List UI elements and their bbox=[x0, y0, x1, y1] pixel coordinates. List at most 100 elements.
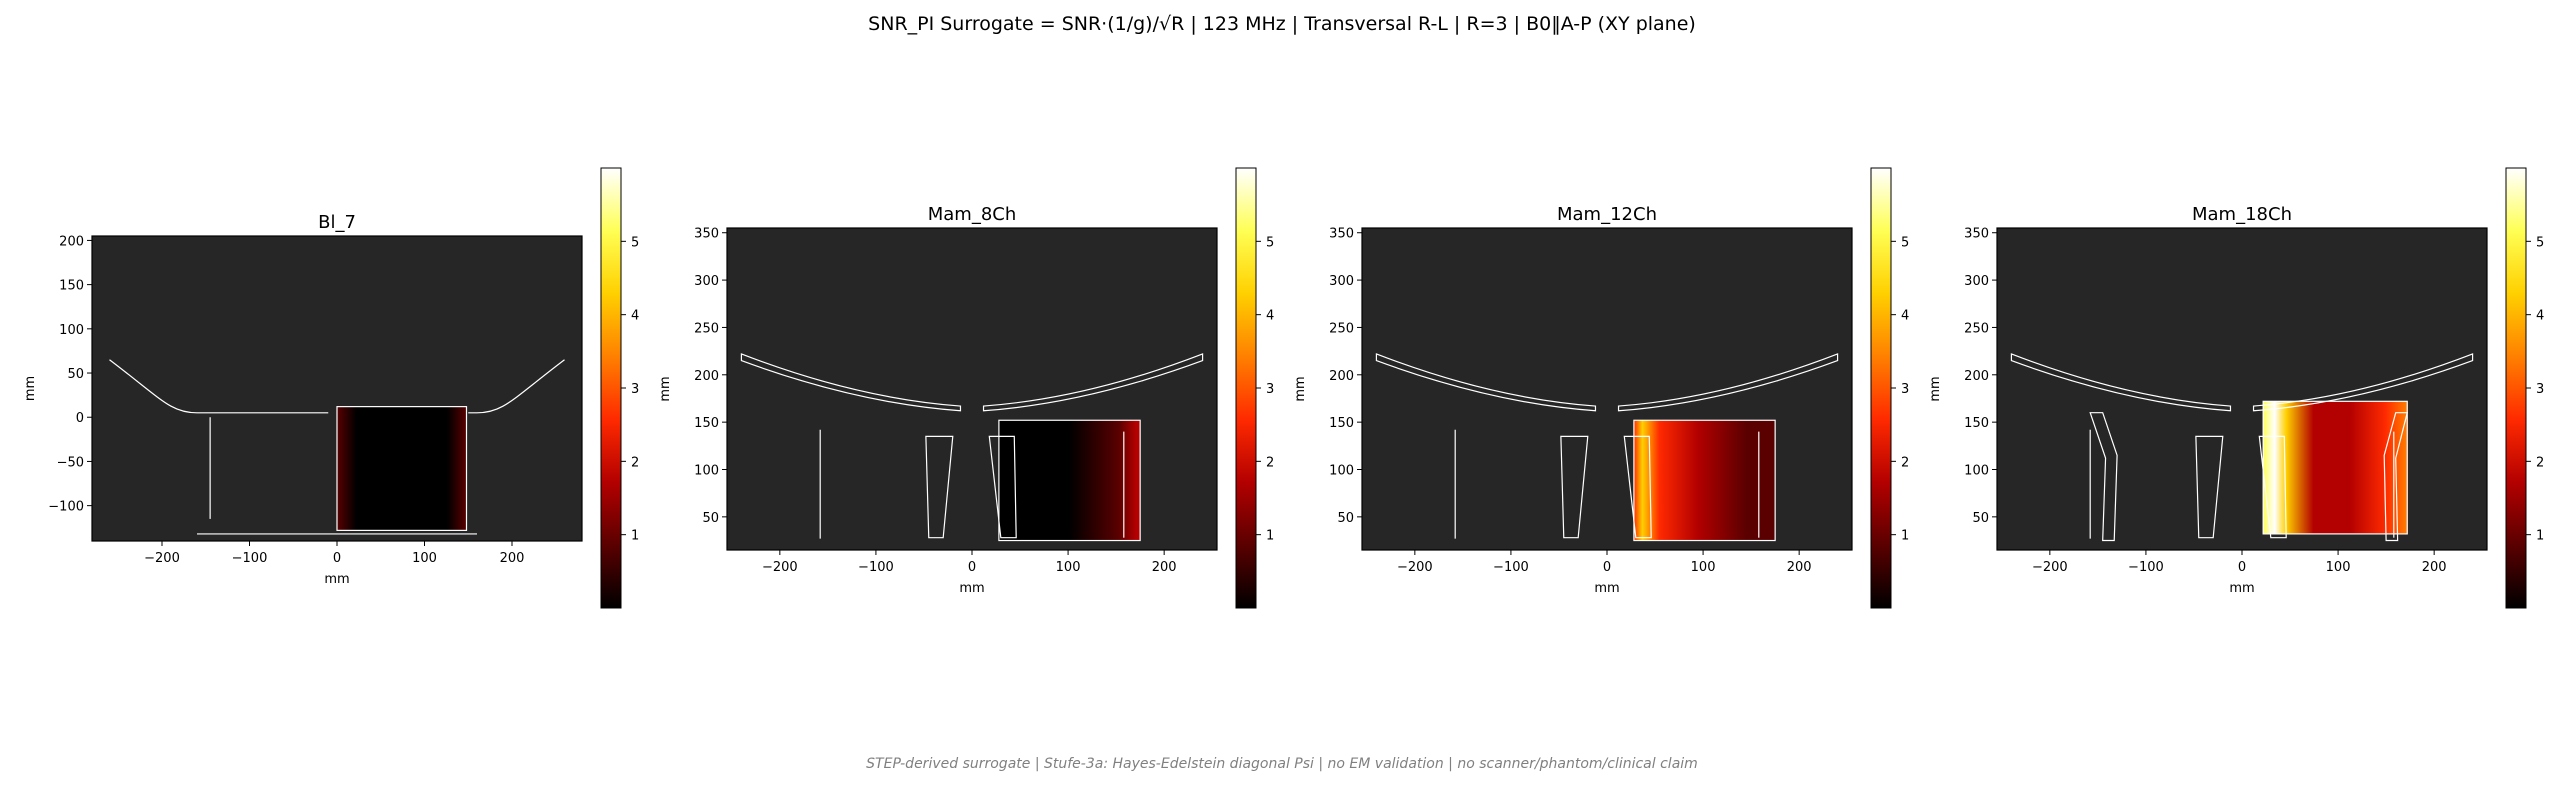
coil-outline bbox=[982, 353, 1204, 412]
y-tick-label: 250 bbox=[694, 321, 719, 336]
axes-background bbox=[727, 228, 1217, 550]
x-tick-label: −100 bbox=[2128, 560, 2164, 575]
colorbar-tick-label: 4 bbox=[1901, 309, 1909, 324]
y-tick-label: 50 bbox=[702, 511, 719, 526]
y-tick-label: −50 bbox=[57, 455, 84, 470]
coil-outline bbox=[2195, 435, 2224, 539]
x-tick-label: −200 bbox=[762, 560, 798, 575]
coil-outline bbox=[988, 435, 1017, 539]
colorbar-tick-label: 3 bbox=[2536, 382, 2544, 397]
y-tick-label: 150 bbox=[1329, 416, 1354, 431]
x-axis-label: mm bbox=[324, 572, 349, 587]
y-axis-label: mm bbox=[23, 376, 38, 401]
colorbar-tick-label: 5 bbox=[631, 235, 639, 250]
x-tick-label: 100 bbox=[1056, 560, 1081, 575]
x-tick-label: 200 bbox=[1787, 560, 1812, 575]
fov-outline bbox=[336, 406, 468, 531]
coil-outline bbox=[1623, 435, 1652, 539]
coil-outline bbox=[2383, 412, 2409, 542]
y-tick-label: 350 bbox=[1964, 227, 1989, 242]
axes-content bbox=[109, 359, 565, 535]
coil-outline bbox=[740, 353, 962, 412]
y-tick-label: 50 bbox=[1972, 511, 1989, 526]
snr-heatmap bbox=[998, 420, 1141, 541]
x-tick-label: −100 bbox=[858, 560, 894, 575]
colorbar-tick-label: 5 bbox=[2536, 235, 2544, 250]
y-tick-label: −100 bbox=[48, 500, 84, 515]
x-axis-label: mm bbox=[2229, 581, 2254, 596]
colorbar-tick-label: 2 bbox=[1901, 455, 1909, 470]
x-tick-label: 200 bbox=[2422, 560, 2447, 575]
coil-outline bbox=[2252, 353, 2474, 412]
y-tick-label: 150 bbox=[1964, 416, 1989, 431]
x-tick-label: 100 bbox=[2326, 560, 2351, 575]
x-tick-label: 200 bbox=[1152, 560, 1177, 575]
axes-background bbox=[1997, 228, 2487, 550]
y-tick-label: 250 bbox=[1329, 321, 1354, 336]
colorbar-tick-label: 1 bbox=[2536, 529, 2544, 544]
colorbar-tick-label: 1 bbox=[1901, 529, 1909, 544]
colorbar-tick-label: 5 bbox=[1901, 235, 1909, 250]
fov-outline bbox=[1633, 419, 1776, 542]
x-tick-label: 0 bbox=[1603, 560, 1611, 575]
y-tick-label: 200 bbox=[59, 234, 84, 249]
y-tick-label: 350 bbox=[694, 227, 719, 242]
snr-heatmap bbox=[2263, 401, 2408, 534]
colorbar bbox=[1871, 168, 1891, 608]
colorbar-tick-label: 5 bbox=[1266, 235, 1274, 250]
colorbar-tick-label: 2 bbox=[2536, 455, 2544, 470]
colorbar-tick-label: 3 bbox=[1901, 382, 1909, 397]
y-axis-label: mm bbox=[658, 376, 673, 401]
panel-bl-7: Bl_7 −200 −100 0 100 200 200 150 100 50 0 −50 −100 mm… bbox=[23, 167, 639, 609]
snr-heatmap bbox=[337, 406, 467, 531]
x-tick-label: −100 bbox=[232, 551, 268, 566]
y-tick-label: 150 bbox=[694, 416, 719, 431]
colorbar-tick-label: 4 bbox=[631, 309, 639, 324]
y-tick-label: 250 bbox=[1964, 321, 1989, 336]
colorbar bbox=[2506, 168, 2526, 608]
x-tick-label: 200 bbox=[500, 551, 525, 566]
figure-footer: STEP-derived surrogate | Stufe-3a: Hayes… bbox=[866, 756, 1698, 772]
coil-outline bbox=[2010, 353, 2232, 412]
x-tick-label: 0 bbox=[2238, 560, 2246, 575]
y-axis-label: mm bbox=[1928, 376, 1943, 401]
y-tick-label: 100 bbox=[59, 323, 84, 338]
y-tick-label: 300 bbox=[694, 274, 719, 289]
colorbar-tick-label: 4 bbox=[2536, 309, 2544, 324]
fov-outline bbox=[998, 419, 1141, 542]
axes-background bbox=[1362, 228, 1852, 550]
colorbar bbox=[1236, 168, 1256, 608]
colorbar-tick-label: 3 bbox=[631, 382, 639, 397]
x-tick-label: 100 bbox=[412, 551, 437, 566]
axes-content bbox=[740, 353, 1204, 542]
x-tick-label: −200 bbox=[2032, 560, 2068, 575]
y-tick-label: 200 bbox=[694, 369, 719, 384]
colorbar-tick-label: 1 bbox=[1266, 529, 1274, 544]
coil-outline bbox=[468, 359, 565, 414]
y-tick-label: 50 bbox=[67, 367, 84, 382]
x-tick-label: 100 bbox=[1691, 560, 1716, 575]
colorbar-tick-label: 2 bbox=[1266, 455, 1274, 470]
colorbar-tick-label: 4 bbox=[1266, 309, 1274, 324]
coil-outline bbox=[1617, 353, 1839, 412]
colorbar bbox=[601, 168, 621, 608]
axes-content bbox=[2010, 353, 2474, 542]
x-tick-label: 0 bbox=[333, 551, 341, 566]
y-tick-label: 100 bbox=[1964, 464, 1989, 479]
coil-outline bbox=[2089, 412, 2118, 542]
panel-title: Mam_12Ch bbox=[1557, 204, 1657, 225]
x-tick-label: −200 bbox=[144, 551, 180, 566]
y-tick-label: 200 bbox=[1964, 369, 1989, 384]
colorbar-tick-label: 1 bbox=[631, 529, 639, 544]
y-tick-label: 200 bbox=[1329, 369, 1354, 384]
panel-mam-18ch: Mam_18Ch−200 −100 0 100 20035030025020015010… bbox=[1928, 167, 2544, 609]
x-axis-label: mm bbox=[1594, 581, 1619, 596]
axes-content bbox=[1375, 353, 1839, 542]
y-tick-label: 300 bbox=[1329, 274, 1354, 289]
x-axis-label: mm bbox=[959, 581, 984, 596]
y-tick-label: 100 bbox=[1329, 464, 1354, 479]
panel-mam-12ch: Mam_12Ch−200 −100 0 100 20035030025020015010… bbox=[1293, 167, 1909, 609]
panel-title: Mam_8Ch bbox=[928, 204, 1017, 225]
coil-outline bbox=[2258, 435, 2287, 539]
